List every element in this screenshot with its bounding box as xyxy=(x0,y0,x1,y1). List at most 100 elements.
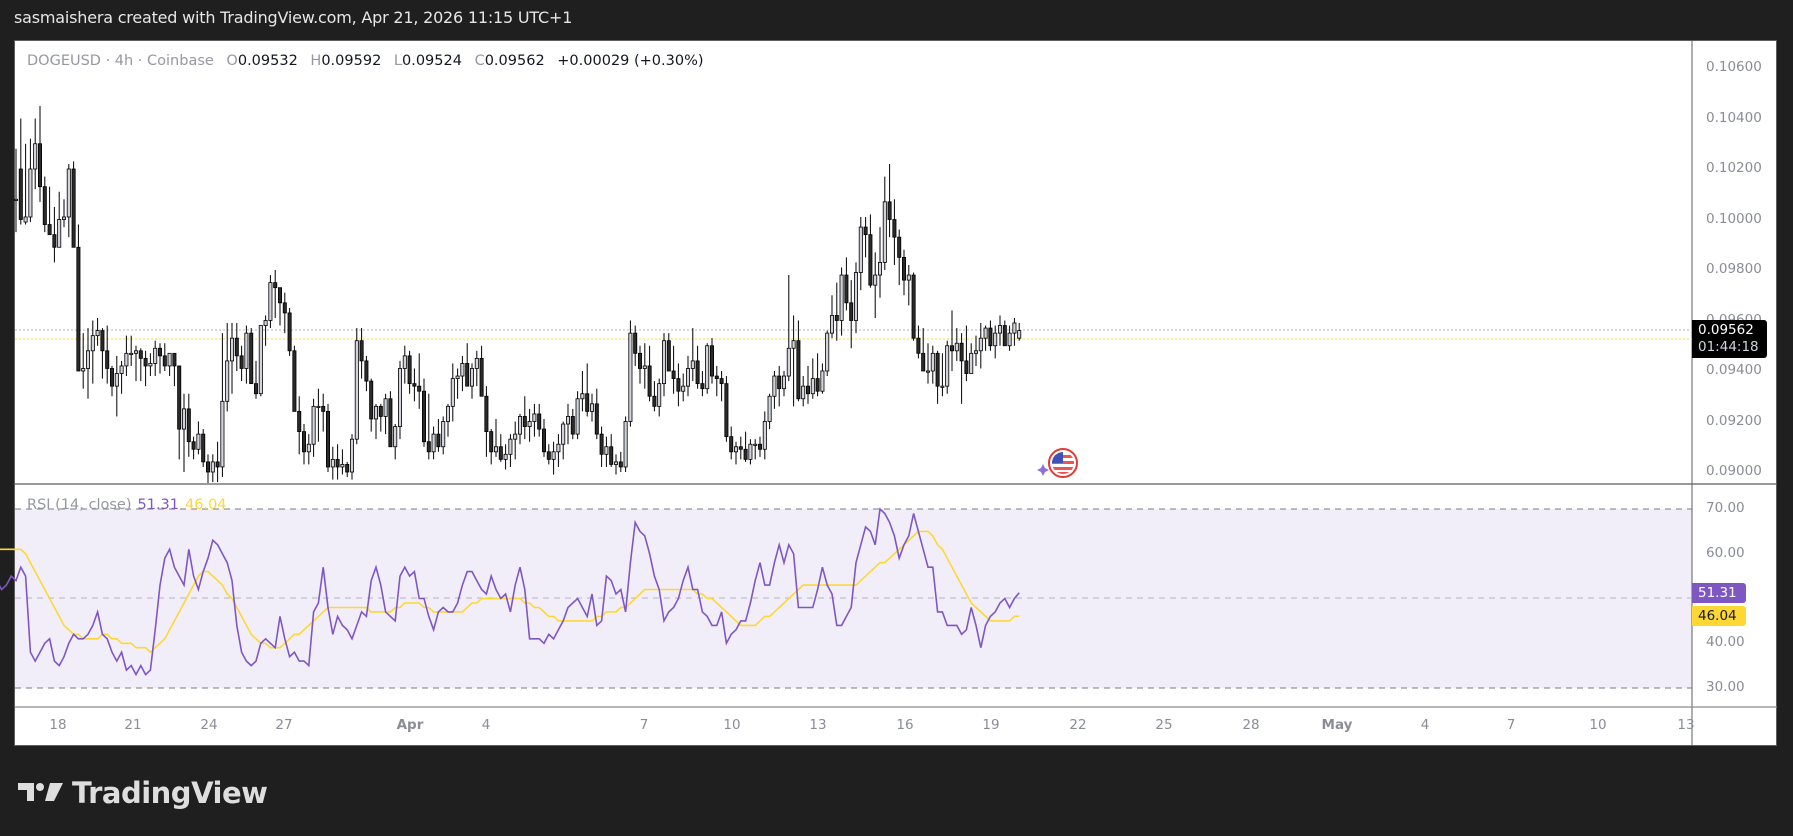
symbol-info[interactable]: DOGEUSD · 4h · Coinbase xyxy=(27,53,214,69)
candle-up[interactable] xyxy=(455,375,460,379)
candle-up[interactable] xyxy=(681,385,686,392)
candle-down[interactable] xyxy=(796,340,801,400)
candle-up[interactable] xyxy=(983,327,988,339)
candle-down[interactable] xyxy=(369,380,374,420)
candle-up[interactable] xyxy=(1012,322,1017,334)
candle-down[interactable] xyxy=(38,143,43,188)
candle-down[interactable] xyxy=(335,458,340,468)
candle-down[interactable] xyxy=(834,315,839,321)
candle-down[interactable] xyxy=(421,390,426,443)
candle-down[interactable] xyxy=(465,363,470,387)
candle-up[interactable] xyxy=(878,262,883,276)
candle-down[interactable] xyxy=(42,186,47,225)
candle-down[interactable] xyxy=(522,416,527,427)
candle-down[interactable] xyxy=(887,201,892,220)
candle-up[interactable] xyxy=(225,360,230,402)
candle-down[interactable] xyxy=(110,368,115,387)
candle-down[interactable] xyxy=(359,340,364,362)
candle-up[interactable] xyxy=(114,373,119,387)
candle-down[interactable] xyxy=(892,219,897,238)
candle-down[interactable] xyxy=(921,352,926,372)
candle-up[interactable] xyxy=(402,355,407,369)
candle-up[interactable] xyxy=(786,347,791,377)
candle-up[interactable] xyxy=(734,446,739,453)
candle-down[interactable] xyxy=(484,395,489,432)
candle-up[interactable] xyxy=(604,446,609,455)
candle-down[interactable] xyxy=(157,347,162,357)
candle-down[interactable] xyxy=(76,246,81,372)
candle-down[interactable] xyxy=(902,256,907,281)
candle-up[interactable] xyxy=(86,350,91,369)
candle-up[interactable] xyxy=(858,226,863,273)
candle-down[interactable] xyxy=(177,365,182,430)
candle-down[interactable] xyxy=(935,352,940,387)
candle-down[interactable] xyxy=(806,385,811,395)
candle-down[interactable] xyxy=(426,441,431,453)
candle-up[interactable] xyxy=(441,421,446,448)
candle-up[interactable] xyxy=(474,357,479,369)
candle-down[interactable] xyxy=(964,360,969,374)
candle-up[interactable] xyxy=(527,421,532,427)
candle-up[interactable] xyxy=(820,370,825,392)
candle-up[interactable] xyxy=(940,385,945,388)
candle-up[interactable] xyxy=(705,345,710,390)
candle-up[interactable] xyxy=(133,350,138,354)
candle-up[interactable] xyxy=(930,352,935,372)
candle-up[interactable] xyxy=(969,352,974,374)
candle-up[interactable] xyxy=(945,345,950,387)
candle-down[interactable] xyxy=(988,327,993,347)
candle-up[interactable] xyxy=(954,342,959,352)
candle-up[interactable] xyxy=(748,443,753,460)
candle-down[interactable] xyxy=(321,405,326,412)
candle-up[interactable] xyxy=(518,416,523,435)
candle-down[interactable] xyxy=(959,342,964,362)
candle-down[interactable] xyxy=(489,431,494,453)
candle-up[interactable] xyxy=(623,421,628,468)
candle-up[interactable] xyxy=(825,332,830,372)
candle-down[interactable] xyxy=(52,234,57,248)
candle-up[interactable] xyxy=(993,332,998,347)
candle-up[interactable] xyxy=(590,403,595,412)
candle-up[interactable] xyxy=(690,360,695,369)
candle-down[interactable] xyxy=(729,436,734,453)
candle-up[interactable] xyxy=(974,350,979,354)
candle-down[interactable] xyxy=(897,236,902,258)
candle-down[interactable] xyxy=(546,451,551,460)
economic-event-us-flag-icon[interactable] xyxy=(1036,447,1082,479)
candle-up[interactable] xyxy=(23,216,28,223)
candle-down[interactable] xyxy=(537,413,542,430)
candle-up[interactable] xyxy=(119,365,124,374)
candle-up[interactable] xyxy=(306,443,311,453)
candle-down[interactable] xyxy=(868,234,873,286)
candle-down[interactable] xyxy=(758,443,763,450)
candle-down[interactable] xyxy=(916,337,921,354)
candle-up[interactable] xyxy=(397,368,402,427)
candle-down[interactable] xyxy=(186,408,191,443)
candle-down[interactable] xyxy=(292,350,297,412)
rsi-ma-line[interactable] xyxy=(0,530,1020,654)
candle-up[interactable] xyxy=(839,274,844,321)
candle-up[interactable] xyxy=(926,370,931,373)
candle-down[interactable] xyxy=(479,357,484,397)
tradingview-logo[interactable]: TradingView xyxy=(18,776,268,810)
candle-up[interactable] xyxy=(383,398,388,417)
candle-up[interactable] xyxy=(33,143,38,170)
candle-down[interactable] xyxy=(325,410,330,468)
candle-down[interactable] xyxy=(676,378,681,392)
candle-up[interactable] xyxy=(513,433,518,440)
candle-down[interactable] xyxy=(287,312,292,352)
candle-up[interactable] xyxy=(340,464,345,468)
candle-up[interactable] xyxy=(810,378,815,395)
candle-up[interactable] xyxy=(556,443,561,453)
candle-down[interactable] xyxy=(911,274,916,339)
candle-down[interactable] xyxy=(138,350,143,359)
candle-up[interactable] xyxy=(532,413,537,422)
candle-down[interactable] xyxy=(719,378,724,385)
candle-down[interactable] xyxy=(498,446,503,460)
candle-down[interactable] xyxy=(100,330,105,352)
candle-up[interactable] xyxy=(469,368,474,387)
candle-down[interactable] xyxy=(191,441,196,450)
candle-up[interactable] xyxy=(81,368,86,372)
candle-up[interactable] xyxy=(906,274,911,281)
candle-down[interactable] xyxy=(273,282,278,289)
